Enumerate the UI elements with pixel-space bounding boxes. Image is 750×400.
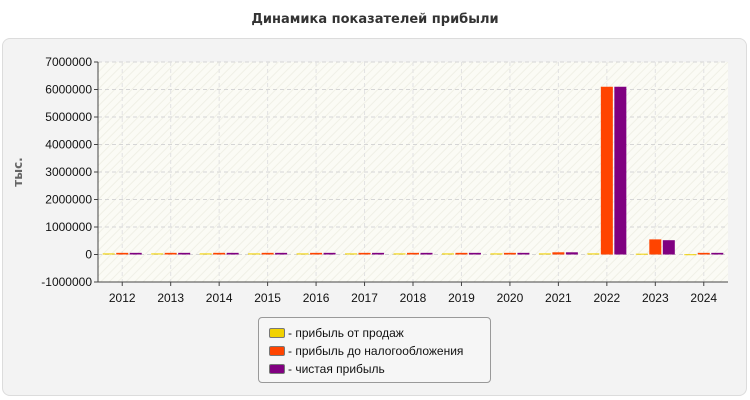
bar-2023-s2 [662,240,675,255]
x-tick-label: 2022 [593,291,620,305]
bar-2021-s0 [538,253,551,255]
x-tick-label: 2014 [206,291,233,305]
x-tick-label: 2019 [448,291,475,305]
bar-2014-s1 [213,252,226,255]
bar-2016-s1 [310,252,323,255]
x-tick-label: 2018 [400,291,427,305]
bar-2019-s1 [455,252,468,255]
bar-2017-s0 [345,253,358,255]
bar-2012-s1 [116,252,129,255]
legend-label: - прибыль от продаж [288,326,404,340]
bar-2017-s1 [358,252,371,255]
bar-2020-s1 [503,252,516,255]
x-tick-label: 2020 [497,291,524,305]
x-tick-label: 2012 [109,291,136,305]
bar-2019-s0 [441,253,454,255]
bar-2013-s2 [178,252,191,255]
y-tick-label: 0 [85,248,92,262]
bar-2024-s0 [684,254,697,256]
y-tick-label: 4000000 [45,138,92,152]
bar-2018-s2 [420,252,433,255]
x-tick-labels: 2012 2013 2014 2015 2016 2017 2018 2019 2020 2021… [109,282,717,305]
legend-label: - чистая прибыль [288,362,385,376]
y-tick-label: -1000000 [41,275,92,289]
bar-2017-s2 [372,252,385,255]
y-tick-label: 1000000 [45,220,92,234]
y-tick-label: 6000000 [45,83,92,97]
bar-2016-s0 [296,253,309,255]
legend-item: - прибыль от продаж [269,324,490,342]
legend: - прибыль от продаж - прибыль до налогооб… [258,317,491,383]
bar-2024-s2 [711,252,724,255]
legend-swatch [269,328,285,338]
bar-2012-s2 [129,252,142,255]
bar-2020-s0 [490,253,503,255]
y-tick-label: 2000000 [45,193,92,207]
y-tick-label: 5000000 [45,110,92,124]
bar-2022-s2 [614,86,627,255]
bar-2021-s2 [565,252,578,255]
legend-label: - прибыль до налогообложения [288,344,464,358]
bar-2019-s2 [468,252,481,255]
x-tick-label: 2024 [690,291,717,305]
bar-2018-s0 [393,253,406,255]
bar-2014-s2 [226,252,239,255]
legend-swatch [269,364,285,374]
bar-2015-s2 [275,252,288,255]
bar-2020-s2 [517,252,530,255]
y-axis-label: тыс. [11,157,25,186]
y-tick-label: 7000000 [45,55,92,69]
x-tick-label: 2013 [157,291,184,305]
x-tick-label: 2023 [642,291,669,305]
x-tick-label: 2017 [351,291,378,305]
bar-2015-s1 [261,252,274,255]
bar-2021-s1 [552,252,565,255]
bar-2012-s0 [102,253,115,255]
x-tick-label: 2021 [545,291,572,305]
x-tick-label: 2016 [303,291,330,305]
bar-2018-s1 [407,252,419,255]
bars [102,86,724,256]
legend-swatch [269,346,285,356]
bar-2022-s1 [600,86,613,255]
chart-title: Динамика показателей прибыли [251,12,499,27]
bar-2023-s0 [635,253,648,255]
bar-2013-s1 [164,252,177,255]
bar-2023-s1 [649,239,662,255]
bar-2014-s0 [199,253,212,255]
bar-2024-s1 [697,252,710,255]
bar-2015-s0 [248,253,261,255]
legend-item: - чистая прибыль [269,360,490,378]
x-tick-label: 2015 [254,291,281,305]
bar-2013-s0 [151,253,164,255]
y-tick-label: 3000000 [45,165,92,179]
legend-item: - прибыль до налогообложения [269,342,490,360]
y-tick-labels: -1000000 0 1000000 2000000 3000000 4000000 500… [41,55,98,289]
bar-2016-s2 [323,252,336,255]
bar-2022-s0 [587,253,600,255]
